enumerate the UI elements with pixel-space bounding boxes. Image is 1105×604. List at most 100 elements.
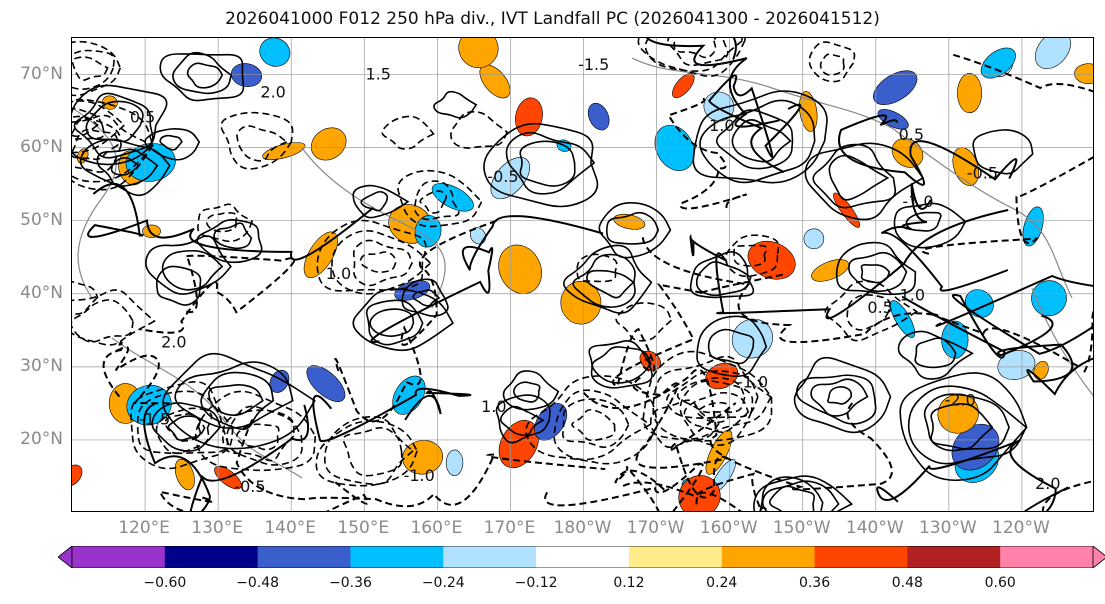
negative-ivt-contour <box>342 427 403 477</box>
negative-ivt-contour <box>921 156 1093 255</box>
negative-ivt-contour <box>72 115 99 138</box>
negative-ivt-contour <box>615 302 673 342</box>
colorbar-tick-label: −0.48 <box>236 575 280 591</box>
contour-label: 0.5 <box>899 125 924 144</box>
positive-ivt-contour <box>810 378 869 417</box>
divergence-shading <box>498 244 542 295</box>
positive-ivt-contour <box>827 386 853 405</box>
negative-ivt-contour <box>72 56 109 81</box>
negative-ivt-contour <box>642 350 773 442</box>
positive-ivt-contour <box>79 138 171 197</box>
negative-ivt-contour <box>649 399 720 449</box>
map-canvas: 2.0 1.0 -1.0 1.5 0.5 -0.5 1.0 -1.5 2.0 -1.0 0.5 1.0… <box>72 38 1093 511</box>
divergence-shading <box>1022 206 1044 247</box>
negative-ivt-contour <box>819 53 845 76</box>
map-panel: 2.0 1.0 -1.0 1.5 0.5 -0.5 1.0 -1.5 2.0 -1.0 0.5 1.0… <box>71 37 1094 512</box>
colorbar-segment <box>1000 546 1094 568</box>
negative-ivt-contour <box>316 219 427 292</box>
positive-ivt-contour <box>196 219 263 264</box>
negative-ivt-contour <box>641 237 1079 368</box>
coastline <box>72 107 118 299</box>
negative-ivt-contour <box>220 111 294 170</box>
negative-ivt-contour <box>197 203 254 243</box>
positive-ivt-contour <box>159 53 245 102</box>
positive-ivt-contour <box>804 142 925 221</box>
contour-label: -0.5 <box>967 164 998 183</box>
contour-label: -1.5 <box>578 55 609 74</box>
positive-ivt-contour <box>935 274 1093 327</box>
positive-ivt-contour <box>696 315 768 378</box>
colorbar-extend-low <box>58 546 73 568</box>
positive-ivt-contour <box>483 122 599 208</box>
positive-ivt-contour <box>495 394 551 444</box>
positive-ivt-contour <box>172 51 232 95</box>
negative-ivt-contour <box>632 376 737 499</box>
lon-tick-label: 140°E <box>264 518 317 538</box>
negative-ivt-contour <box>644 38 744 72</box>
positive-ivt-contour <box>208 384 264 417</box>
negative-ivt-contour <box>72 114 154 183</box>
contour-label: 2.0 <box>1035 474 1060 493</box>
negative-ivt-contour <box>102 341 175 405</box>
positive-ivt-contour <box>352 288 454 352</box>
colorbar-segment <box>907 546 1001 568</box>
lon-tick-label: 150°W <box>772 518 831 538</box>
colorbar-extend-high <box>1092 546 1105 568</box>
positive-ivt-contour <box>848 251 908 293</box>
negative-ivt-contour <box>571 408 616 442</box>
negative-ivt-contour <box>324 415 415 486</box>
divergence-shading <box>414 215 442 248</box>
positive-ivt-contour <box>715 109 794 170</box>
coastline <box>301 147 446 309</box>
divergence-shading <box>937 393 979 434</box>
negative-ivt-contour <box>236 125 289 162</box>
negative-ivt-contour <box>136 390 229 455</box>
negative-ivt-contour <box>381 115 435 150</box>
colorbar-segment <box>257 546 351 568</box>
divergence-shading <box>957 73 983 114</box>
positive-ivt-contour <box>365 299 424 346</box>
positive-ivt-contour <box>646 38 780 128</box>
negative-ivt-contour <box>808 41 856 83</box>
coastline-layer <box>72 57 1093 479</box>
negative-ivt-contour <box>158 490 214 511</box>
lon-tick-label: 160°E <box>410 518 463 538</box>
divergence-shading <box>142 224 161 238</box>
contour-label: -0.5 <box>487 167 518 186</box>
negative-ivt-contour <box>413 180 460 221</box>
contour-label: -1.0 <box>404 466 435 485</box>
positive-ivt-contour <box>923 393 1010 452</box>
negative-ivt-contour <box>72 299 134 343</box>
divergence-shading <box>306 365 346 402</box>
contour-label: 1.0 <box>326 264 351 283</box>
positive-ivt-contour <box>914 337 957 369</box>
contour-label: 1.0 <box>481 397 506 416</box>
positive-ivt-contour <box>352 184 410 219</box>
positive-ivt-contour <box>731 119 792 163</box>
negative-ivt-contour <box>331 230 432 295</box>
positive-ivt-contour <box>689 251 755 299</box>
positive-ivt-contour <box>360 190 389 212</box>
lat-tick-label: 40°N <box>20 282 63 303</box>
contour-label-layer: 2.0 1.0 -1.0 1.5 0.5 -0.5 1.0 -1.5 2.0 -1.0 0.5 1.0… <box>130 55 1061 496</box>
colorbar-tick-label: −0.24 <box>421 575 465 591</box>
negative-ivt-contour <box>352 239 413 287</box>
negative-ivt-contour <box>397 169 483 228</box>
divergence-shading <box>174 458 195 491</box>
lat-tick-label: 70°N <box>20 63 63 84</box>
divergence-shading <box>72 464 83 487</box>
positive-ivt-contour <box>588 340 653 389</box>
positive-ivt-contour <box>692 90 828 184</box>
positive-ivt-contour <box>159 134 183 151</box>
negative-ivt-contour <box>846 294 891 331</box>
colorbar-segment <box>443 546 537 568</box>
divergence-shading <box>431 183 474 212</box>
positive-ivt-contour <box>930 402 994 450</box>
contour-label: 2.0 <box>161 332 186 351</box>
positive-ivt-contour <box>753 475 854 511</box>
positive-ivt-contour <box>110 156 141 176</box>
positive-ivt-contour <box>186 62 224 89</box>
colorbar-segment <box>628 546 723 568</box>
contour-label: -0.5 <box>234 477 265 496</box>
negative-ivt-contour <box>315 420 418 487</box>
